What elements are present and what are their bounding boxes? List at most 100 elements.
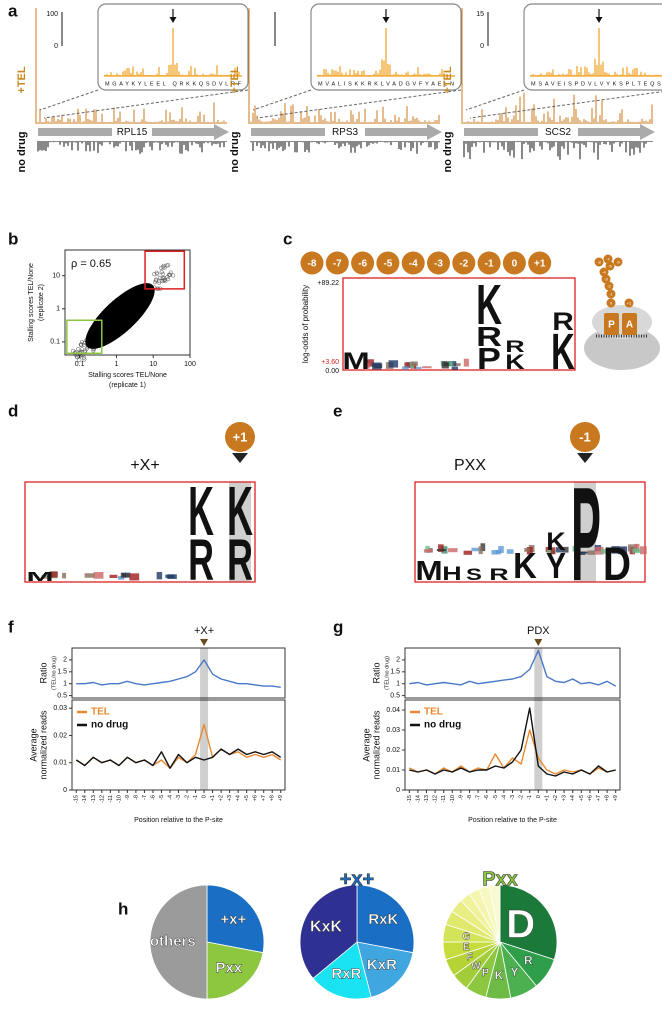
position-bead (300, 251, 324, 275)
pointer (232, 453, 248, 463)
logo-smudge (109, 574, 118, 579)
signal-trace (463, 141, 653, 160)
data-line (409, 707, 616, 777)
y-tick-label: 1 (56, 306, 60, 313)
highlight-band (534, 648, 543, 790)
logo-letter: R (476, 321, 502, 352)
scatter-bg (84, 346, 89, 351)
zoom-line (43, 89, 249, 119)
x-tick-label: -10 (450, 795, 456, 803)
inset-trace (530, 28, 662, 77)
label-bg (538, 126, 578, 138)
pie-slice (356, 941, 414, 998)
y-axis-label: (TEL/no drug) (384, 656, 390, 690)
pie-label: KxK (310, 919, 342, 936)
data-line (409, 649, 617, 687)
pie-label: E (463, 942, 470, 953)
y-axis-label: normalized reads (38, 710, 48, 780)
x-tick-label: +5 (244, 795, 250, 801)
x-tick-label: -15 (407, 795, 413, 803)
logo-smudge (632, 548, 641, 554)
scatter-bg (154, 277, 159, 282)
signal-trace (248, 8, 440, 124)
x-tick-label: +5 (579, 795, 585, 801)
position-label: -8 (308, 259, 317, 270)
chain-label: 0 (610, 301, 613, 306)
pie-label: G (462, 931, 470, 942)
motif-title: PXX (454, 457, 486, 474)
logo-smudge (402, 366, 409, 370)
inset-box (523, 3, 662, 91)
scatter-bg (79, 350, 84, 355)
row-label: no drug (442, 132, 454, 173)
x-tick-label: +8 (605, 795, 611, 801)
x-tick-label: -12 (433, 795, 439, 803)
logo-letter: Y (546, 546, 566, 586)
pie-label: F (466, 952, 472, 963)
data-line (409, 729, 616, 775)
chain-label: -6 (616, 260, 620, 265)
logo-letter: R (489, 565, 508, 584)
x-axis-label: (replicate 1) (109, 382, 146, 389)
position-label: +1 (233, 429, 248, 444)
x-tick-label: 0 (536, 795, 542, 798)
signal-trace (35, 8, 227, 124)
panel-label: g (333, 617, 343, 636)
zoom-line (252, 89, 312, 111)
x-tick-label: +3 (227, 795, 233, 801)
y-tick-label: 0.00 (325, 368, 339, 375)
chain-label: -3 (604, 277, 608, 282)
position-bead (325, 251, 349, 275)
y-tick-label: 0.04 (386, 707, 400, 714)
position-label: -1 (485, 259, 494, 270)
panel-label: b (8, 229, 18, 248)
scatter-bg (157, 280, 162, 285)
x-tick-label: -14 (82, 795, 88, 803)
x-tick-label: +6 (587, 795, 593, 801)
chain-label: -5 (608, 264, 612, 269)
chain-label: -8 (597, 260, 601, 265)
x-tick-label: -14 (415, 795, 421, 803)
position-label: -4 (409, 259, 418, 270)
position-bead (427, 251, 450, 275)
x-tick-label: -7 (476, 795, 482, 800)
pie-label: P (482, 967, 489, 979)
logo-smudge (167, 574, 177, 580)
pie-label: others (150, 933, 196, 950)
scale-label: 15 (476, 11, 484, 18)
position-label: -6 (358, 259, 367, 270)
x-tick-label: +9 (613, 795, 619, 801)
chain-bead (594, 257, 604, 267)
logo-smudge (117, 576, 125, 580)
y-tick-label: 0.5 (57, 692, 67, 699)
x-tick-label: -3 (176, 795, 182, 800)
pie-label: D (506, 902, 535, 946)
x-tick-label: -9 (125, 795, 131, 800)
logo-smudge (62, 572, 67, 579)
logo-smudge (414, 366, 422, 370)
y-tick-label: 0.01 (53, 760, 67, 767)
row-label: +TEL (16, 66, 28, 93)
logo-box (414, 481, 646, 583)
logo-letter: S (466, 565, 482, 584)
logo-smudge (444, 362, 450, 367)
logo-smudge (156, 572, 163, 580)
logo-smudge (550, 547, 556, 555)
inset-trace (317, 28, 455, 77)
pie-label: Y (511, 965, 519, 979)
legend-label: TEL (424, 707, 443, 718)
logo-smudge (595, 546, 604, 555)
logo-smudge (627, 544, 638, 552)
y-tick-label: 1.5 (57, 669, 67, 676)
chain-label: -4 (602, 270, 606, 275)
x-axis-label: Stalling scores TEL/None (88, 372, 167, 379)
highlight-column (574, 482, 596, 582)
pie-slice (206, 941, 264, 1000)
logo-letter: D (603, 538, 631, 590)
logo-smudge (572, 545, 578, 552)
y-axis-label: (TEL/no drug) (51, 656, 57, 690)
zoom-line (465, 89, 525, 111)
chart-title: PDX (527, 625, 550, 637)
logo-smudge (84, 573, 95, 578)
panel-label: f (8, 617, 14, 636)
